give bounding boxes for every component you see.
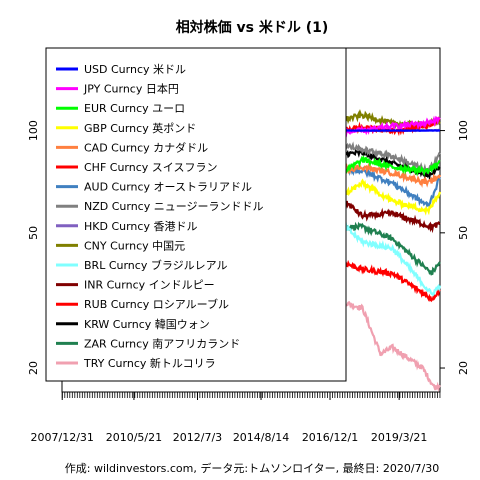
- y-tick-label-left: 20: [27, 361, 40, 375]
- x-tick-label: 2010/5/21: [106, 431, 162, 444]
- legend-label: EUR Curncy ユーロ: [84, 102, 185, 115]
- x-tick-label: 2012/7/3: [173, 431, 222, 444]
- legend-label: USD Curncy 米ドル: [84, 63, 186, 76]
- legend-label: GBP Curncy 英ポンド: [84, 121, 196, 135]
- legend: USD Curncy 米ドル JPY Curncy 日本円 EUR Curncy ユ…: [45, 47, 347, 382]
- x-tick-label: 2016/12/1: [302, 431, 358, 444]
- y-tick-label-right: 20: [457, 361, 470, 375]
- footer-credit: 作成: wildinvestors.com, データ元:トムソンロイター, 最終…: [65, 461, 439, 475]
- legend-box: [45, 47, 347, 382]
- y-axis-right: 20 50 100: [440, 120, 470, 375]
- y-tick-label-right: 50: [457, 226, 470, 240]
- y-tick-label-right: 100: [457, 120, 470, 141]
- legend-label: AUD Curncy オーストラリアドル: [84, 181, 252, 194]
- y-tick-label-left: 50: [27, 226, 40, 240]
- x-tick-label: 2019/3/21: [371, 431, 427, 444]
- legend-label: HKD Curncy 香港ドル: [84, 220, 197, 233]
- legend-label: INR Curncy インドルピー: [84, 279, 215, 292]
- x-tick-label: 2007/12/31: [31, 431, 94, 444]
- chart-title: 相対株価 vs 米ドル (1): [176, 19, 329, 36]
- legend-label: KRW Curncy 韓国ウォン: [84, 318, 210, 331]
- legend-label: CAD Curncy カナダドル: [84, 140, 208, 154]
- legend-label: ZAR Curncy 南アフリカランド: [84, 337, 240, 350]
- legend-label: BRL Curncy ブラジルレアル: [84, 258, 228, 272]
- y-tick-label-left: 100: [27, 120, 40, 141]
- legend-label: JPY Curncy 日本円: [83, 82, 179, 96]
- legend-label: CNY Curncy 中国元: [84, 239, 185, 252]
- legend-label: NZD Curncy ニュージーランドドル: [84, 200, 264, 213]
- legend-label: RUB Curncy ロシアルーブル: [84, 297, 229, 311]
- x-axis: 2007/12/31 2010/5/21 2012/7/3 2014/8/14 2016…: [31, 392, 441, 444]
- legend-label: CHF Curncy スイスフラン: [84, 161, 217, 174]
- x-tick-label: 2014/8/14: [233, 431, 289, 444]
- legend-label: TRY Curncy 新トルコリラ: [83, 356, 216, 370]
